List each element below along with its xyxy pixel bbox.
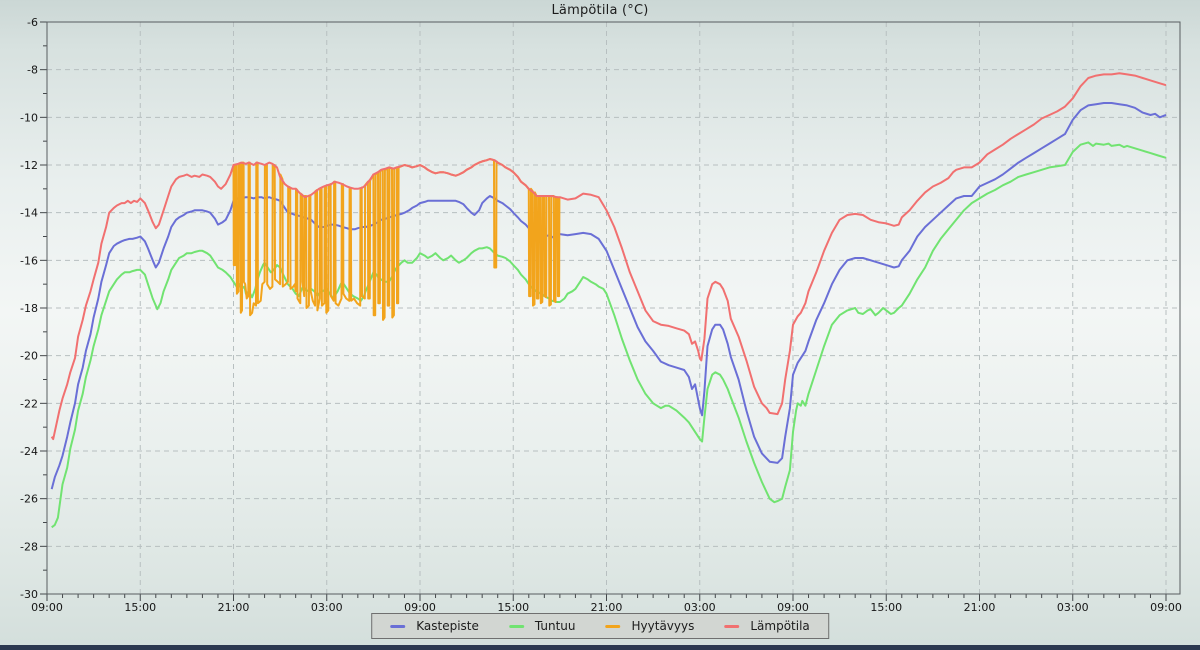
legend-item-tuntuu: Tuntuu xyxy=(508,619,576,633)
x-axis-label-8: 09:00 xyxy=(777,601,809,614)
y-axis-label--8: -8 xyxy=(27,64,38,77)
x-axis-label-4: 09:00 xyxy=(404,601,436,614)
legend-item-kastepiste: Kastepiste xyxy=(390,619,479,633)
chart-title: Lämpötila (°C) xyxy=(551,3,649,18)
x-axis-label-1: 15:00 xyxy=(124,601,156,614)
x-axis-label-0: 09:00 xyxy=(31,601,63,614)
series-line-lampotila xyxy=(50,72,1167,441)
y-axis-label--28: -28 xyxy=(20,540,38,553)
y-axis-label--6: -6 xyxy=(27,16,38,29)
y-axis-label--20: -20 xyxy=(20,350,38,363)
legend-label-lampotila: Lämpötila xyxy=(750,619,810,633)
x-axis-label-12: 09:00 xyxy=(1150,601,1182,614)
x-axis-label-9: 15:00 xyxy=(870,601,902,614)
chart-legend: Kastepiste Tuntuu Hyytävyys Lämpötila xyxy=(371,613,829,639)
legend-label-hyytavyys: Hyytävyys xyxy=(631,619,695,633)
y-axis-label--22: -22 xyxy=(20,397,38,410)
legend-label-kastepiste: Kastepiste xyxy=(416,619,479,633)
x-axis-label-5: 15:00 xyxy=(497,601,529,614)
y-axis-label--26: -26 xyxy=(20,493,38,506)
legend-label-tuntuu: Tuntuu xyxy=(534,619,576,633)
x-axis-label-6: 21:00 xyxy=(591,601,623,614)
x-axis-label-10: 21:00 xyxy=(964,601,996,614)
series-line-hyytavyys xyxy=(232,158,561,321)
y-axis-label--24: -24 xyxy=(20,445,38,458)
y-axis-label--10: -10 xyxy=(20,111,38,124)
y-axis-label--12: -12 xyxy=(20,159,38,172)
y-axis-label--16: -16 xyxy=(20,254,38,267)
x-axis-label-7: 03:00 xyxy=(684,601,716,614)
legend-swatch-kastepiste xyxy=(390,624,406,628)
x-axis-label-11: 03:00 xyxy=(1057,601,1089,614)
footer-bar xyxy=(0,645,1200,650)
legend-item-hyytavyys: Hyytävyys xyxy=(605,619,695,633)
series-line-kastepiste xyxy=(50,102,1167,490)
legend-swatch-hyytavyys xyxy=(605,624,621,628)
legend-swatch-tuntuu xyxy=(508,624,524,628)
y-axis-label--30: -30 xyxy=(20,588,38,601)
x-axis-label-2: 21:00 xyxy=(218,601,250,614)
x-axis-label-3: 03:00 xyxy=(311,601,343,614)
y-axis-label--14: -14 xyxy=(20,207,38,220)
plot-border xyxy=(46,21,1181,595)
y-axis-label--18: -18 xyxy=(20,302,38,315)
legend-item-lampotila: Lämpötila xyxy=(724,619,810,633)
series-line-tuntuu xyxy=(51,141,1167,529)
legend-swatch-lampotila xyxy=(724,624,740,628)
